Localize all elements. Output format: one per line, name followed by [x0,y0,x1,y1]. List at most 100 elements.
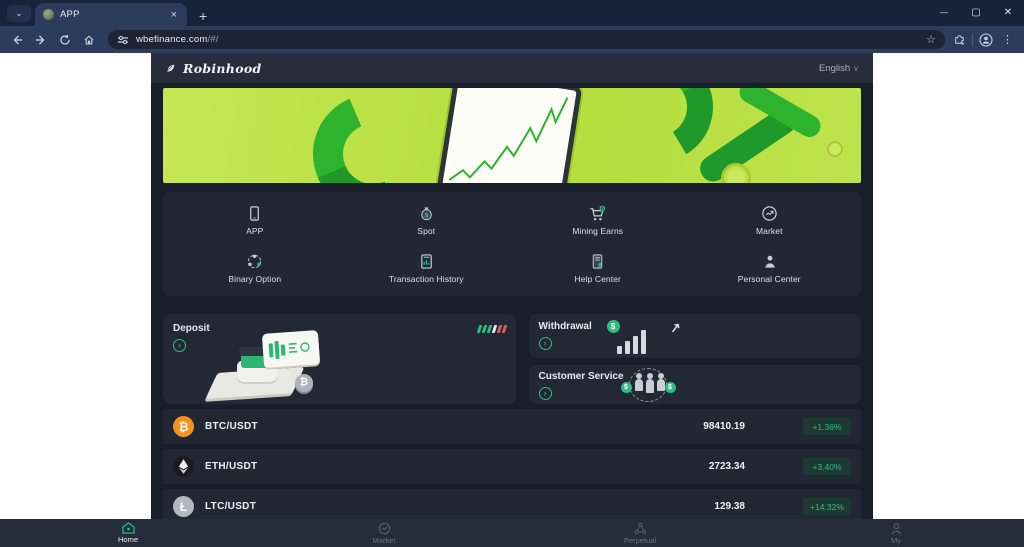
bitcoin-coin-shape: ₿ [295,374,313,392]
deposit-illustration: ₿ [205,330,321,399]
banner-swoosh-shape [294,88,452,183]
banner-phone-illustration [435,88,583,183]
menu-item-mining-earns[interactable]: 0 Mining Earns [512,205,684,236]
menu-label: Transaction History [388,274,464,284]
eth-icon [173,456,194,477]
nav-item-market[interactable]: Market [256,519,512,547]
nav-item-home[interactable]: Home [0,519,256,547]
orbit-icon [248,254,262,269]
document-person-icon [593,254,603,269]
cart-icon: 0 [590,205,606,221]
banner-coin-shape [721,163,751,183]
back-button[interactable] [6,30,28,50]
nav-item-perpetual[interactable]: Perpetual [512,519,768,547]
nav-label: Market [372,535,396,545]
market-list: ₿ BTC/USDT 98410.19 +1.36% ETH/USDT 2723… [163,409,861,519]
home-icon [84,34,94,45]
pair-label: BTC/USDT [205,421,258,432]
chevron-right-icon[interactable]: › [538,337,552,350]
banner-coin-shape [827,141,843,157]
home-button[interactable] [78,30,100,50]
menu-label: Spot [417,226,436,236]
trend-circle-icon [762,206,777,221]
page-background: Robinhood English ∨ [0,53,1024,519]
divider [972,33,973,46]
window-controls: — ▢ ✕ [928,3,1024,23]
new-tab-button[interactable]: + [199,8,208,24]
promo-banner[interactable] [163,88,861,183]
market-nav-icon [378,522,390,534]
change-badge: +3.40% [803,458,851,475]
menu-label: APP [246,226,264,236]
menu-label: Help Center [574,274,621,284]
my-nav-icon [891,522,901,534]
home-nav-icon [121,522,135,534]
market-row-eth[interactable]: ETH/USDT 2723.34 +3.40% [163,449,861,484]
deposit-dashes-decoration [476,325,507,333]
menu-kebab-icon[interactable]: ⋮ [1002,34,1013,46]
maximize-button[interactable]: ▢ [971,7,981,18]
menu-item-binary-option[interactable]: Binary Option [169,253,341,284]
menu-item-market[interactable]: Market [684,205,856,236]
forward-button[interactable] [30,30,52,50]
tab-title: APP [60,9,80,20]
menu-item-help-center[interactable]: Help Center [512,253,684,284]
forward-icon [36,35,45,44]
nav-item-my[interactable]: My [768,519,1024,547]
feather-logo-icon [165,63,175,73]
document-chart-icon [420,254,432,269]
card-title: Withdrawal [538,321,592,332]
chevron-right-icon[interactable]: › [173,339,186,352]
tab-favicon-icon [43,9,54,20]
address-bar[interactable]: wbefinance.com/#/ ☆ [108,30,945,49]
svg-text:$: $ [424,212,428,219]
bookmark-star-icon[interactable]: ☆ [926,34,936,46]
language-label: English [818,62,851,74]
chevron-down-icon: ⌄ [15,7,23,18]
reload-button[interactable] [54,30,76,50]
menu-item-transaction-history[interactable]: Transaction History [341,253,513,284]
card-title: Customer Service [538,371,624,382]
menu-grid: APP $ Spot 0 [163,192,861,296]
person-icon [765,255,775,268]
phone-icon [250,206,260,221]
nav-label: Perpetual [623,535,657,545]
url-text: wbefinance.com/#/ [136,34,219,45]
extensions-icon[interactable] [953,33,966,46]
withdrawal-card[interactable]: Withdrawal › $ ↗ [528,314,861,358]
chevron-right-icon[interactable]: › [538,387,552,400]
app-content: Robinhood English ∨ [151,53,873,519]
brand: Robinhood [165,61,262,76]
language-selector[interactable]: English ∨ [819,63,859,74]
price: 98410.19 [703,421,745,432]
change-badge: +1.36% [803,418,851,435]
customer-service-card[interactable]: Customer Service › $ $ [528,365,861,404]
price: 2723.34 [708,461,745,472]
profile-icon[interactable] [979,32,993,47]
market-row-ltc[interactable]: Ł LTC/USDT 129.38 +14.32% [163,489,861,519]
tab-close-icon[interactable]: × [170,8,177,21]
withdrawal-illustration: $ ↗ [606,319,687,354]
brand-name: Robinhood [183,60,262,76]
reload-icon [60,34,70,45]
menu-item-personal-center[interactable]: Personal Center [684,253,856,284]
tab-list-button[interactable]: ⌄ [7,4,31,22]
menu-item-app[interactable]: APP [169,205,341,236]
browser-tabstrip: ⌄ APP × + — ▢ ✕ [0,0,1024,26]
close-window-button[interactable]: ✕ [1003,7,1013,18]
market-row-btc[interactable]: ₿ BTC/USDT 98410.19 +1.36% [163,409,861,444]
menu-item-spot[interactable]: $ Spot [341,205,513,236]
bottom-nav: Home Market Perpetual My [0,519,1024,547]
perpetual-nav-icon [634,522,646,534]
deposit-card[interactable]: Deposit › ₿ [163,314,516,404]
customer-service-illustration: $ $ [617,367,681,403]
price: 129.38 [714,501,745,512]
menu-label: Mining Earns [572,226,624,236]
menu-label: Personal Center [737,274,801,284]
browser-toolbar: wbefinance.com/#/ ☆ ⋮ [0,26,1024,53]
quick-cards-right: Withdrawal › $ ↗ Customer Service › [528,314,861,404]
menu-label: Market [755,226,783,236]
browser-tab[interactable]: APP × [35,3,187,26]
minimize-button[interactable]: — [940,8,948,17]
